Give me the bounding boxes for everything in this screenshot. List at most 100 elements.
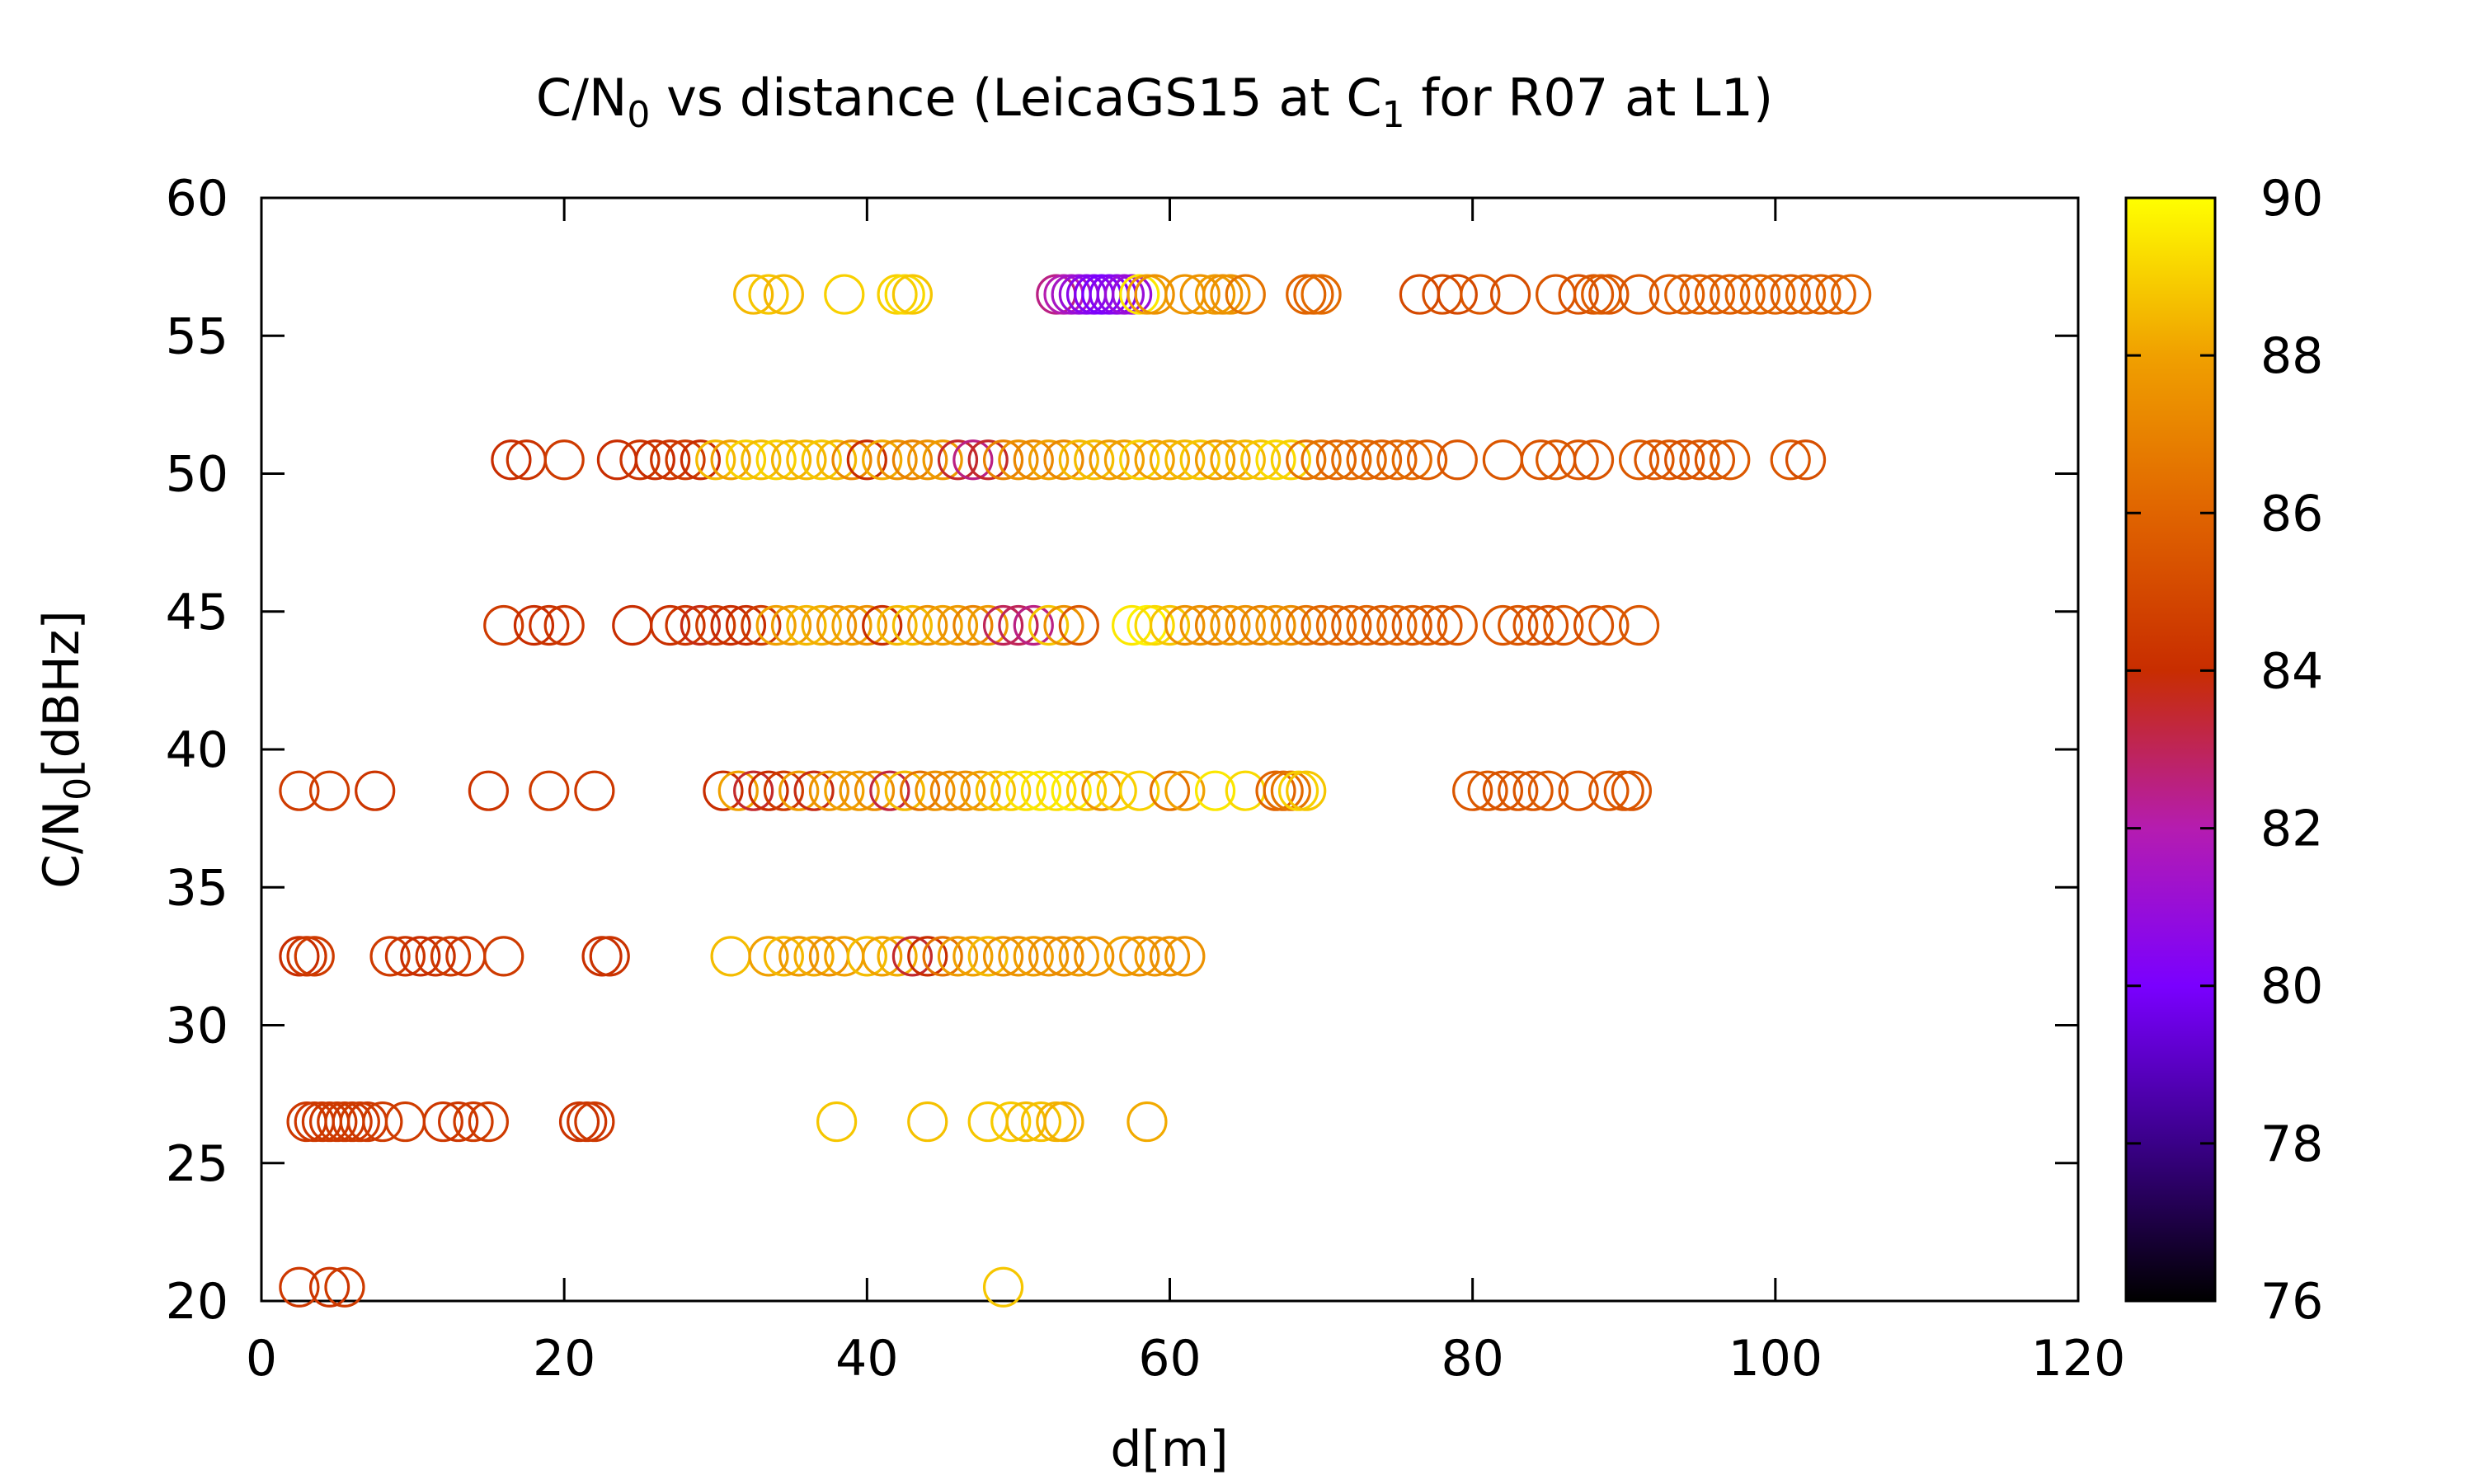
y-tick-label: 50 (166, 446, 228, 504)
data-point (695, 604, 736, 646)
data-point (1399, 274, 1441, 315)
data-point (1391, 604, 1432, 646)
data-point (816, 604, 858, 646)
data-point (982, 1266, 1024, 1308)
data-point (468, 1101, 509, 1143)
data-point (967, 604, 1009, 646)
data-point (324, 1266, 365, 1308)
data-point (362, 1101, 403, 1143)
data-point (1149, 936, 1191, 977)
data-point (1065, 770, 1108, 811)
data-point (1603, 770, 1644, 811)
data-point (793, 936, 835, 977)
data-point (1134, 936, 1175, 977)
data-point (1581, 274, 1622, 315)
data-point (937, 604, 979, 646)
data-point (1437, 274, 1478, 315)
data-point (1619, 604, 1660, 646)
data-point (355, 770, 396, 811)
data-point (952, 604, 994, 646)
data-point (816, 1101, 858, 1143)
data-point (558, 1101, 600, 1143)
data-point (339, 1101, 380, 1143)
data-point (422, 1101, 463, 1143)
data-point (1194, 274, 1236, 315)
data-point (1634, 439, 1675, 481)
data-point (1710, 439, 1751, 481)
data-point (1649, 439, 1690, 481)
data-point (1452, 770, 1493, 811)
data-point (710, 439, 751, 481)
data-point (1512, 770, 1554, 811)
data-point (733, 770, 774, 811)
data-point (1391, 439, 1432, 481)
data-point (1043, 439, 1084, 481)
data-point (1315, 604, 1357, 646)
data-point (877, 604, 918, 646)
data-point (1588, 604, 1630, 646)
colorbar-tick-label: 82 (2260, 801, 2323, 858)
data-point (1036, 770, 1077, 811)
x-tick-label: 100 (1729, 1330, 1823, 1388)
data-point (1437, 604, 1478, 646)
data-point (899, 770, 941, 811)
data-point (725, 604, 767, 646)
data-point (1255, 770, 1296, 811)
data-point (1543, 604, 1584, 646)
data-point (1619, 439, 1660, 481)
data-point (1058, 439, 1099, 481)
data-point (1164, 770, 1206, 811)
data-point (1270, 770, 1311, 811)
data-point (998, 936, 1039, 977)
data-point (1112, 274, 1153, 315)
data-point (1286, 274, 1327, 315)
data-point (1361, 439, 1403, 481)
data-point (1074, 439, 1115, 481)
data-point (1194, 604, 1236, 646)
data-point (1119, 274, 1160, 315)
data-point (309, 770, 350, 811)
data-point (384, 1101, 426, 1143)
data-point (1376, 604, 1418, 646)
data-point (279, 770, 320, 811)
data-point (967, 1101, 1009, 1143)
data-point (543, 439, 585, 481)
y-tick-label: 30 (166, 998, 228, 1055)
points-layer (279, 274, 1872, 1308)
y-axis-label: C/N0[dBHz] (33, 610, 99, 889)
data-point (1527, 604, 1569, 646)
data-point (869, 770, 910, 811)
data-point (1300, 604, 1342, 646)
data-point (877, 274, 918, 315)
data-point (1255, 439, 1296, 481)
data-point (1770, 439, 1811, 481)
data-point (1028, 604, 1070, 646)
colorbar-tick-label: 86 (2260, 485, 2323, 542)
data-point (1422, 604, 1463, 646)
data-point (1020, 1101, 1062, 1143)
data-point (891, 274, 934, 315)
data-point (680, 439, 721, 481)
data-point (1739, 274, 1781, 315)
data-point (945, 770, 986, 811)
data-point (1679, 439, 1720, 481)
data-point (1134, 604, 1175, 646)
data-point (1331, 604, 1372, 646)
data-point (824, 274, 865, 315)
data-point (1376, 439, 1418, 481)
plot-frame (260, 196, 2080, 1303)
data-point (1255, 604, 1296, 646)
colorbar (2124, 196, 2217, 1303)
data-point (1103, 274, 1145, 315)
data-point (755, 439, 797, 481)
data-point (294, 936, 335, 977)
data-point (862, 936, 903, 977)
data-point (877, 439, 918, 481)
colorbar-tick-label: 88 (2260, 327, 2323, 385)
data-point (567, 1101, 608, 1143)
data-point (801, 604, 842, 646)
data-point (922, 936, 963, 977)
data-point (1089, 439, 1130, 481)
data-point (1043, 936, 1084, 977)
data-point (400, 936, 441, 977)
